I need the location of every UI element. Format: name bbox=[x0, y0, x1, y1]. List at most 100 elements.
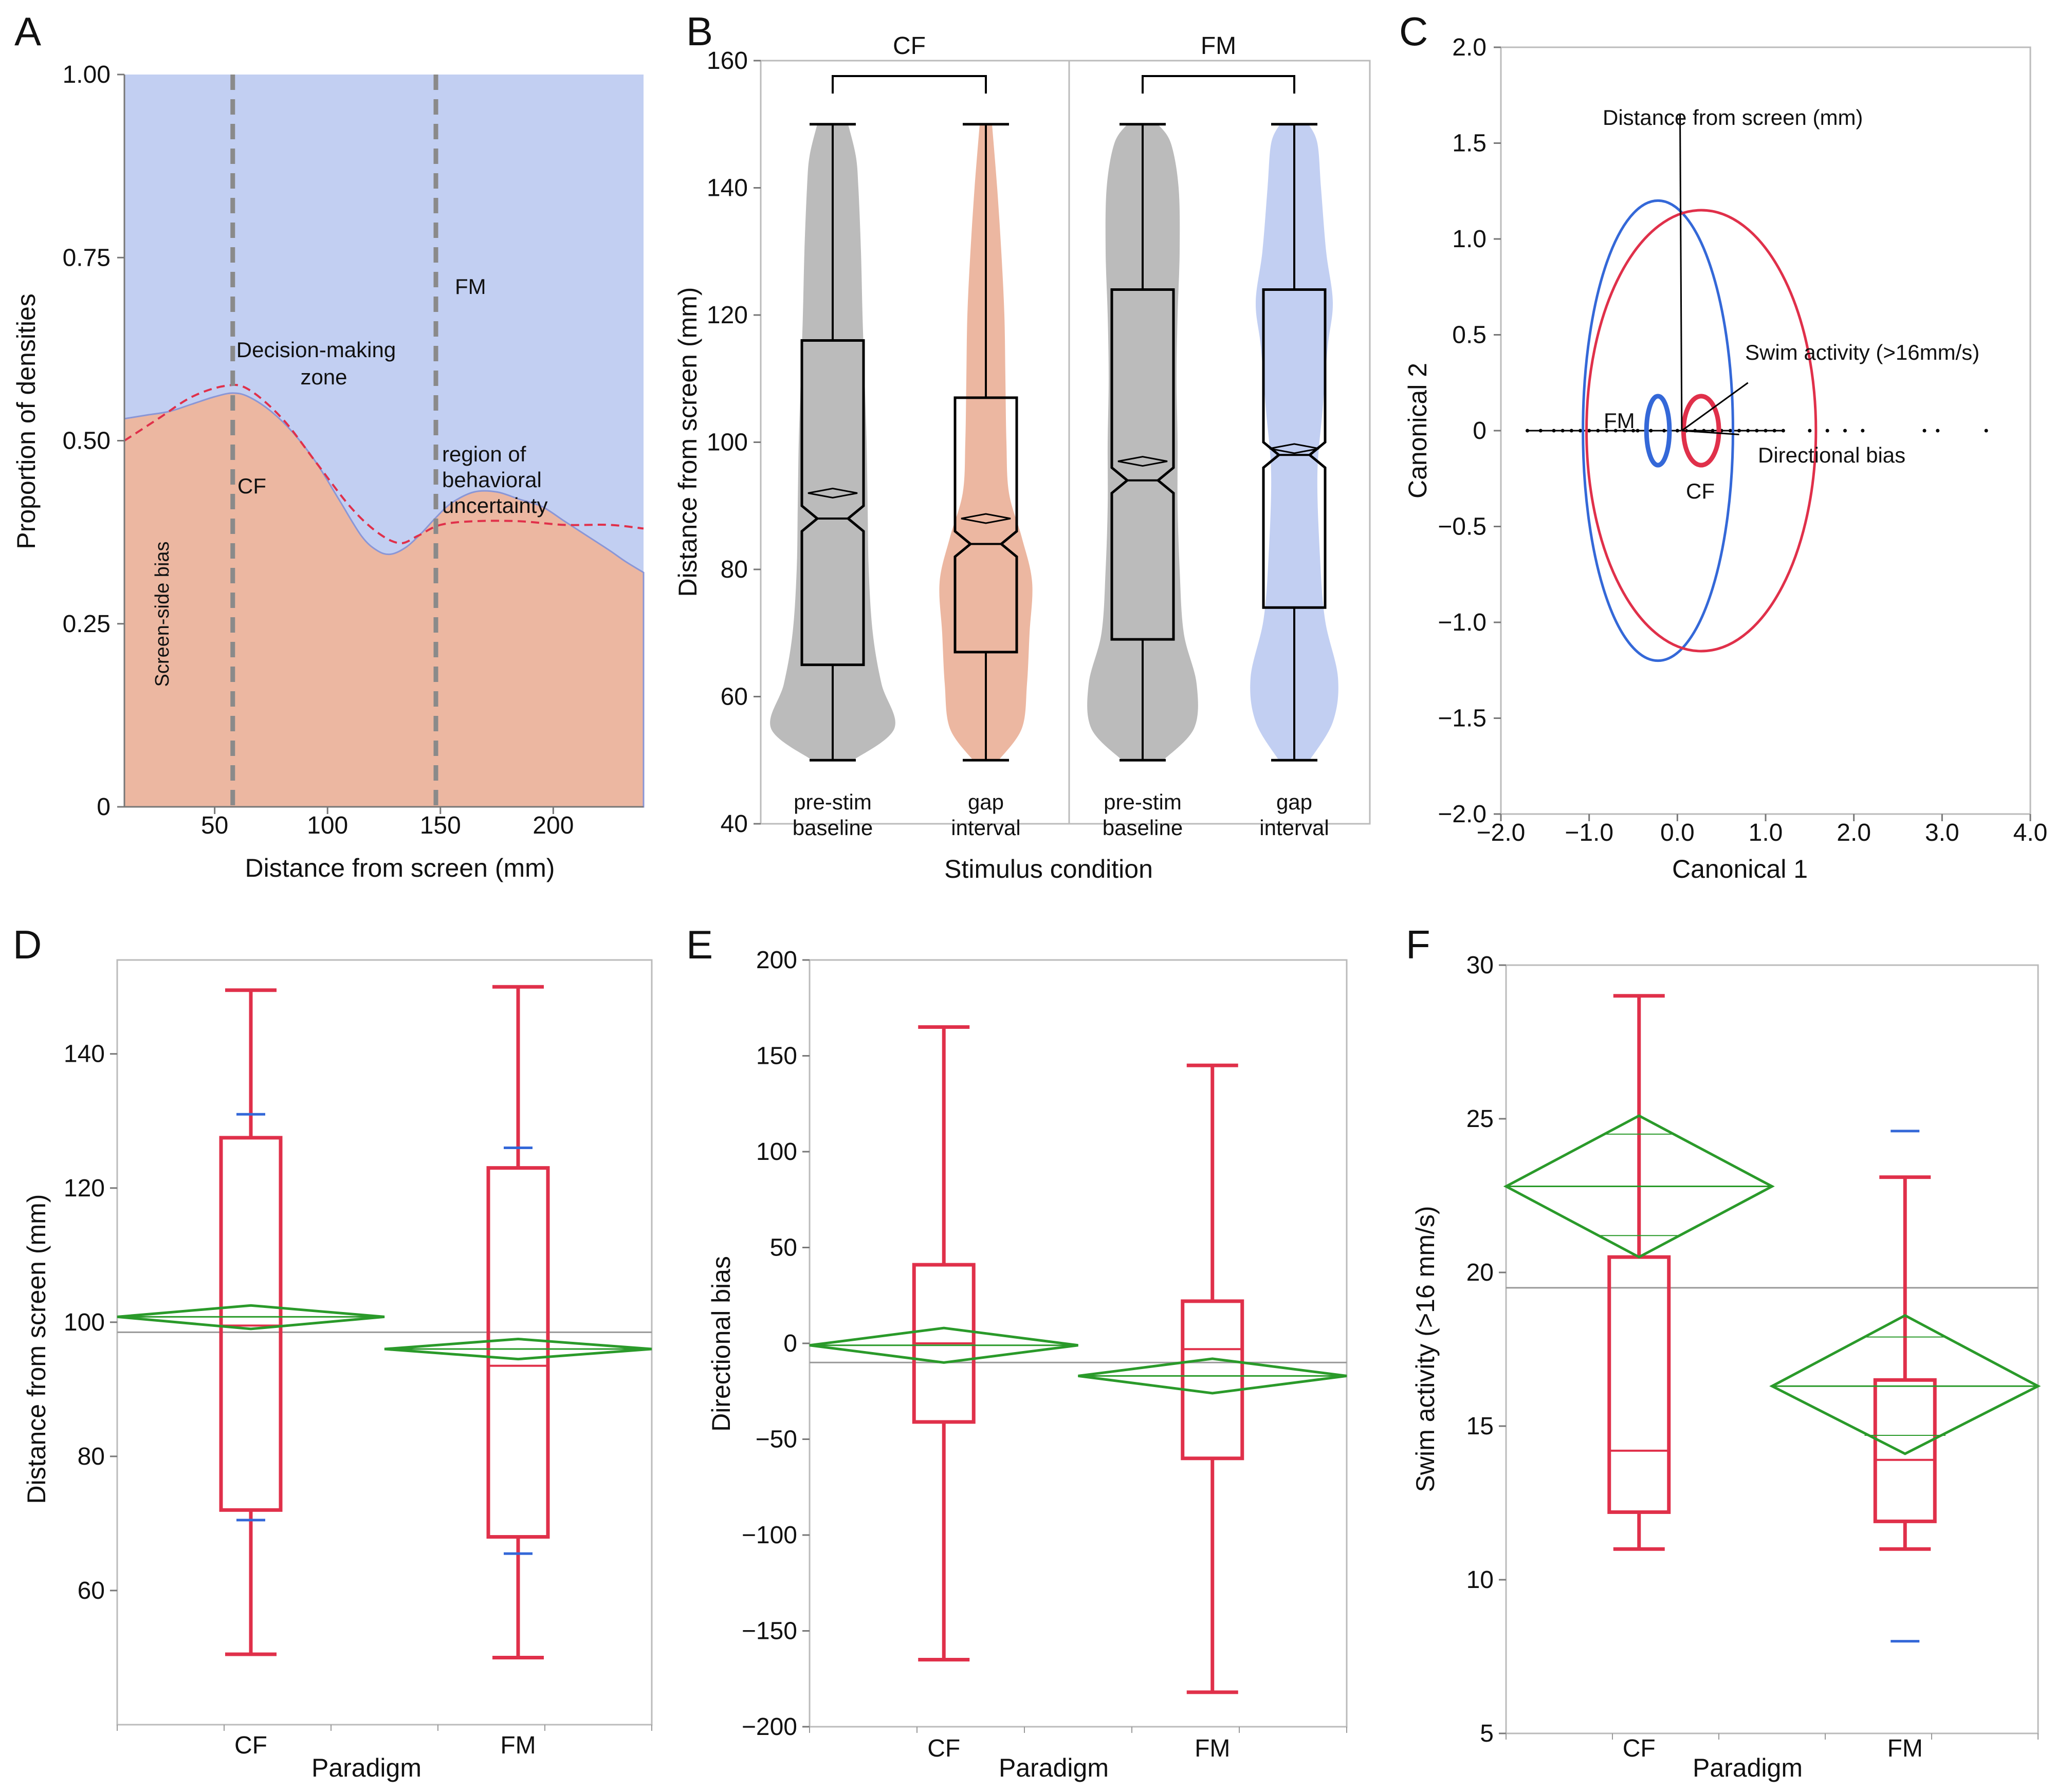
panel-b-bracket bbox=[832, 75, 987, 94]
panel-e-ytick-label: 50 bbox=[770, 1234, 797, 1262]
panel-e: E −200 −150 −100 −50 0 50 100 150 200 CF FM Paradi… bbox=[686, 922, 1348, 1782]
panel-c-point bbox=[1596, 429, 1600, 433]
panel-c-point bbox=[1843, 429, 1847, 433]
panel-b-bracket-label: CF bbox=[893, 32, 926, 60]
panel-b-violin bbox=[1087, 124, 1198, 761]
panel-c-point bbox=[1764, 429, 1768, 433]
panel-a-ytick-label: 0.75 bbox=[63, 244, 111, 271]
panel-a-xtick-label: 100 bbox=[307, 812, 348, 839]
panel-b-notched-box bbox=[953, 396, 1018, 654]
panel-c-label-bias: Directional bias bbox=[1758, 443, 1905, 467]
panel-f-ytick-label: 30 bbox=[1466, 952, 1494, 979]
panel-b-mean-diamond bbox=[961, 513, 1011, 524]
panel-b-y-ticks: 40 60 80 100 120 140 160 bbox=[707, 47, 761, 838]
panel-c-point bbox=[1984, 429, 1988, 433]
panel-b-ytick-label: 160 bbox=[707, 47, 748, 75]
panel-d: D 60 80 100 120 140 CF FM Paradigm Distance fr… bbox=[13, 922, 653, 1782]
panel-d-plot: 60 80 100 120 140 CF FM bbox=[64, 985, 652, 1759]
panel-c-point bbox=[1605, 429, 1609, 433]
panel-d-ytick-label: 60 bbox=[78, 1577, 105, 1604]
panel-c-biplot-vectors bbox=[1679, 114, 1749, 435]
panel-b-notched-box bbox=[800, 339, 865, 667]
panel-c-point bbox=[1631, 429, 1635, 433]
panel-c-xtick-label: 1.0 bbox=[1749, 819, 1783, 846]
panel-f-ytick-label: 15 bbox=[1466, 1413, 1494, 1440]
panel-c-point bbox=[1737, 429, 1741, 433]
panel-f-frame bbox=[1505, 964, 2039, 1734]
panel-c-point bbox=[1922, 429, 1926, 433]
panel-c-ytick-label: 0 bbox=[1473, 417, 1487, 445]
panel-c-point bbox=[1746, 429, 1750, 433]
panel-b-mean-diamond bbox=[1117, 456, 1168, 467]
panel-c-point bbox=[1861, 429, 1865, 433]
panel-c-ytick-label: 0.5 bbox=[1452, 322, 1487, 349]
panel-c-point bbox=[1936, 429, 1940, 433]
panel-c: C −2.0 −1.5 −1.0 −0.5 0 0.5 1.0 1.5 2.0 −2.0 −1.0… bbox=[1399, 9, 2047, 883]
panel-e-y-title: Directional bias bbox=[707, 1256, 736, 1432]
panel-d-ytick-label: 120 bbox=[64, 1175, 105, 1202]
panel-b-x-title: Stimulus condition bbox=[944, 855, 1153, 883]
panel-c-ytick-label: −0.5 bbox=[1438, 513, 1487, 541]
panel-c-label-swim: Swim activity (>16mm/s) bbox=[1745, 340, 1979, 364]
panel-d-xtick-label: CF bbox=[234, 1732, 267, 1759]
panel-b-mean-diamond bbox=[1269, 443, 1319, 454]
panel-b-xtick-label-line2: baseline bbox=[793, 816, 873, 840]
panel-c-ytick-label: −1.5 bbox=[1438, 705, 1487, 732]
panel-f-ytick-label: 10 bbox=[1466, 1566, 1494, 1594]
panel-e-ytick-label: 150 bbox=[756, 1043, 797, 1070]
panel-f-ytick-label: 25 bbox=[1466, 1105, 1494, 1133]
panel-letter-f: F bbox=[1406, 922, 1430, 967]
panel-a-xtick-label: 50 bbox=[201, 812, 228, 839]
panel-b-notched-box bbox=[1262, 288, 1327, 609]
panel-c-point bbox=[1649, 429, 1653, 433]
panel-b-ytick-label: 120 bbox=[707, 302, 748, 329]
panel-a-label-region-1: region of bbox=[442, 442, 526, 466]
panel-e-ytick-label: −150 bbox=[742, 1618, 797, 1645]
panel-c-point bbox=[1711, 429, 1715, 433]
panel-c-vector bbox=[1681, 430, 1739, 435]
panel-d-box bbox=[219, 1136, 283, 1512]
panel-c-point bbox=[1728, 429, 1732, 433]
panel-c-y-ticks: −2.0 −1.5 −1.0 −0.5 0 0.5 1.0 1.5 2.0 bbox=[1438, 34, 1501, 828]
panel-c-point bbox=[1587, 429, 1591, 433]
panel-b-notched-box bbox=[1110, 288, 1175, 641]
panel-c-x-title: Canonical 1 bbox=[1672, 855, 1808, 883]
panel-c-xtick-label: 0.0 bbox=[1660, 819, 1695, 846]
panel-b-xtick-label-line2: baseline bbox=[1103, 816, 1183, 840]
panel-c-xtick-label: −1.0 bbox=[1565, 819, 1613, 846]
panel-letter-d: D bbox=[13, 922, 42, 967]
panel-a-ytick-label: 0.50 bbox=[63, 428, 111, 455]
panel-e-ytick-label: 200 bbox=[756, 947, 797, 974]
panel-b-ytick-label: 60 bbox=[721, 683, 748, 711]
panel-a-x-ticks: 50 100 150 200 bbox=[201, 807, 574, 839]
panel-d-ytick-label: 140 bbox=[64, 1041, 105, 1068]
panel-b-xtick-label-line1: pre-stim bbox=[794, 790, 872, 814]
panel-e-plot: −200 −150 −100 −50 0 50 100 150 200 CF FM bbox=[742, 947, 1347, 1762]
panel-a-y-ticks: 0 0.25 0.50 0.75 1.00 bbox=[63, 61, 124, 821]
panel-f-x-title: Paradigm bbox=[1693, 1753, 1803, 1782]
panel-c-point bbox=[1538, 429, 1543, 433]
panel-a-label-region-3: uncertainty bbox=[442, 493, 547, 518]
panel-c-point bbox=[1636, 429, 1640, 433]
panel-a-x-title: Distance from screen (mm) bbox=[245, 854, 555, 882]
panel-a-label-screen-side: Screen-side bias bbox=[152, 541, 173, 687]
panel-d-frame bbox=[116, 959, 653, 1726]
panel-a-ytick-label: 1.00 bbox=[63, 61, 111, 88]
panel-b-ytick-label: 80 bbox=[721, 556, 748, 583]
panel-c-point bbox=[1781, 429, 1785, 433]
panel-b-y-title: Distance from screen (mm) bbox=[673, 287, 702, 597]
panel-letter-e: E bbox=[686, 922, 713, 967]
panel-c-point bbox=[1613, 429, 1618, 433]
panel-b-violin bbox=[1250, 124, 1338, 761]
panel-e-ytick-label: −200 bbox=[742, 1713, 797, 1741]
panel-c-ytick-label: 1.5 bbox=[1452, 130, 1487, 157]
panel-c-label-distance: Distance from screen (mm) bbox=[1603, 105, 1863, 130]
panel-c-vector bbox=[1679, 114, 1683, 431]
panel-c-ytick-label: −1.0 bbox=[1438, 609, 1487, 636]
panel-a-cf-area bbox=[123, 392, 645, 808]
panel-b-xtick-label-line1: pre-stim bbox=[1104, 790, 1182, 814]
panel-d-x-title: Paradigm bbox=[311, 1753, 421, 1782]
panel-c-point bbox=[1552, 429, 1556, 433]
